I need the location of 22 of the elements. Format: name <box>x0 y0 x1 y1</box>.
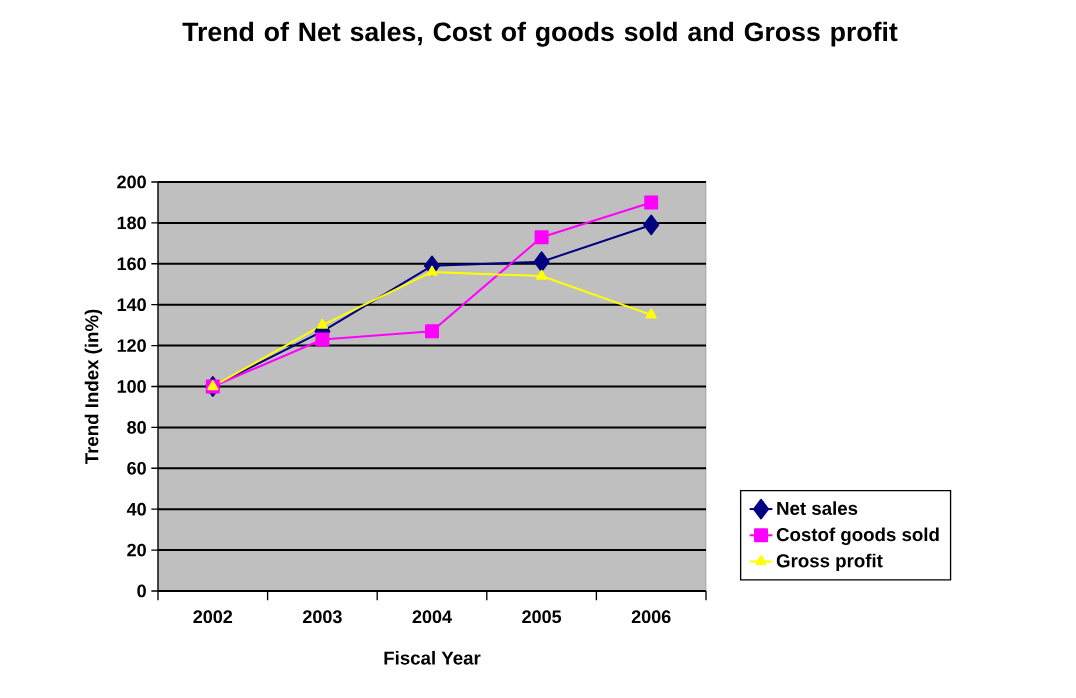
y-tick-label: 0 <box>137 584 146 598</box>
legend-label: Gross profit <box>776 553 883 572</box>
y-tick-label: 20 <box>127 543 146 557</box>
y-axis-title: Trend Index (in%) <box>84 309 103 465</box>
y-tick-label: 60 <box>127 461 146 475</box>
y-tick-label: 120 <box>117 339 146 352</box>
y-tick-label: 40 <box>126 502 146 516</box>
x-tick-label: 2004 <box>412 610 452 624</box>
x-tick-label: 2005 <box>522 610 562 624</box>
y-tick-label: 200 <box>117 175 146 189</box>
chart-title: Trend of Net sales, Cost of goods sold and Gross profit <box>182 21 898 47</box>
x-axis-title: Fiscal Year <box>384 650 481 665</box>
y-tick-label: 180 <box>117 216 146 230</box>
x-tick-label: 2003 <box>303 610 342 624</box>
legend-label: Costof goods sold <box>776 527 939 545</box>
y-tick-label: 100 <box>117 380 146 393</box>
x-tick-label: 2002 <box>193 610 233 624</box>
y-tick-label: 140 <box>117 298 146 312</box>
y-tick-label: 80 <box>127 421 146 434</box>
x-tick-label: 2006 <box>631 610 671 624</box>
legend-label: Net sales <box>777 501 858 516</box>
y-tick-label: 160 <box>117 257 146 271</box>
